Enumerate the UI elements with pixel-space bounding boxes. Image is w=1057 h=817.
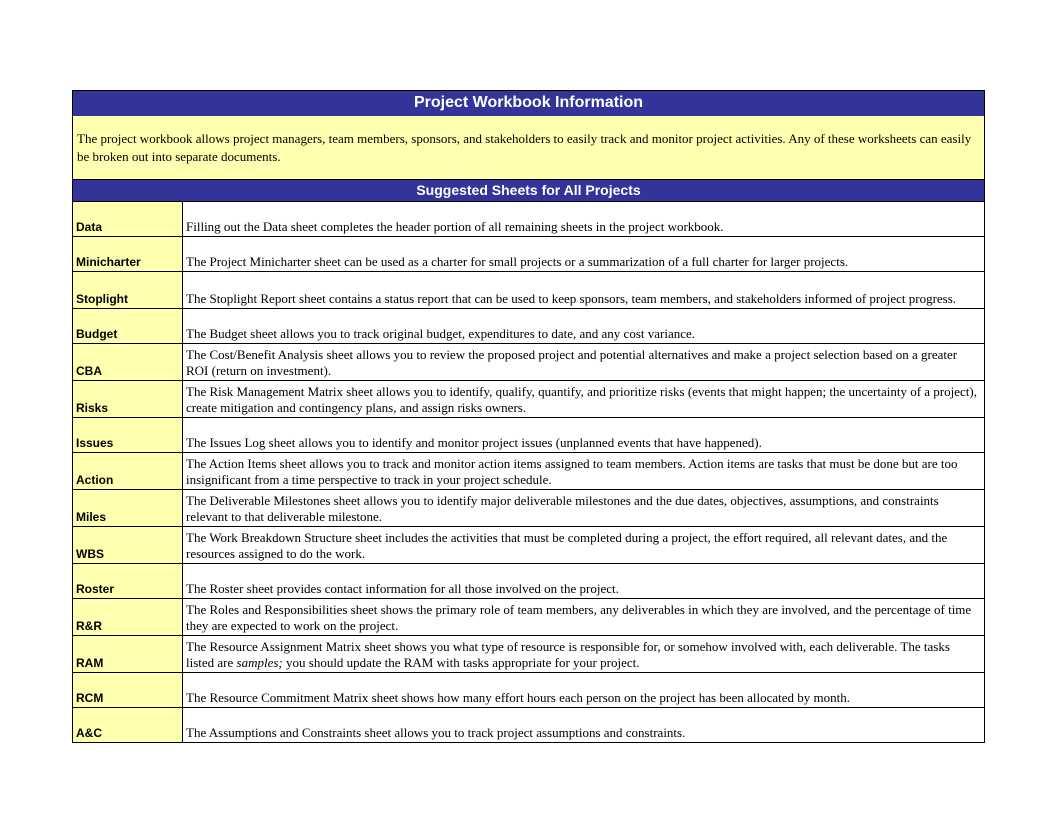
row-desc: The Resource Commitment Matrix sheet sho… — [183, 673, 985, 708]
row-desc-em: samples; — [237, 655, 283, 670]
row-label: Miles — [73, 490, 183, 527]
row-label: RCM — [73, 673, 183, 708]
table-row: Budget The Budget sheet allows you to tr… — [73, 309, 985, 344]
row-desc-post: you should update the RAM with tasks app… — [283, 655, 640, 670]
row-label: Data — [73, 202, 183, 237]
row-label: Stoplight — [73, 272, 183, 309]
page: Project Workbook Information The project… — [0, 0, 1057, 743]
row-desc: The Action Items sheet allows you to tra… — [183, 453, 985, 490]
title-banner: Project Workbook Information — [72, 90, 985, 116]
row-desc: The Issues Log sheet allows you to ident… — [183, 418, 985, 453]
table-row: Miles The Deliverable Milestones sheet a… — [73, 490, 985, 527]
row-desc: The Budget sheet allows you to track ori… — [183, 309, 985, 344]
row-desc: The Stoplight Report sheet contains a st… — [183, 272, 985, 309]
row-label: CBA — [73, 344, 183, 381]
subheader-banner: Suggested Sheets for All Projects — [73, 179, 984, 201]
row-desc: The Roles and Responsibilities sheet sho… — [183, 599, 985, 636]
row-desc: The Risk Management Matrix sheet allows … — [183, 381, 985, 418]
row-desc: The Deliverable Milestones sheet allows … — [183, 490, 985, 527]
table-row: CBA The Cost/Benefit Analysis sheet allo… — [73, 344, 985, 381]
table-row: Action The Action Items sheet allows you… — [73, 453, 985, 490]
table-row: Issues The Issues Log sheet allows you t… — [73, 418, 985, 453]
row-label: Minicharter — [73, 237, 183, 272]
table-row: RAM The Resource Assignment Matrix sheet… — [73, 636, 985, 673]
row-label: Action — [73, 453, 183, 490]
title-text: Project Workbook Information — [414, 94, 643, 111]
row-desc: The Work Breakdown Structure sheet inclu… — [183, 527, 985, 564]
intro-wrap: The project workbook allows project mana… — [72, 116, 985, 201]
row-label: Budget — [73, 309, 183, 344]
row-label: A&C — [73, 708, 183, 743]
table-row: Data Filling out the Data sheet complete… — [73, 202, 985, 237]
row-label: R&R — [73, 599, 183, 636]
row-label: Roster — [73, 564, 183, 599]
table-row: Roster The Roster sheet provides contact… — [73, 564, 985, 599]
table-row: Stoplight The Stoplight Report sheet con… — [73, 272, 985, 309]
table-row: Risks The Risk Management Matrix sheet a… — [73, 381, 985, 418]
row-desc: Filling out the Data sheet completes the… — [183, 202, 985, 237]
table-row: WBS The Work Breakdown Structure sheet i… — [73, 527, 985, 564]
subheader-text: Suggested Sheets for All Projects — [416, 182, 640, 198]
table-row: Minicharter The Project Minicharter shee… — [73, 237, 985, 272]
row-desc: The Cost/Benefit Analysis sheet allows y… — [183, 344, 985, 381]
row-desc: The Assumptions and Constraints sheet al… — [183, 708, 985, 743]
row-desc: The Resource Assignment Matrix sheet sho… — [183, 636, 985, 673]
table-row: A&C The Assumptions and Constraints shee… — [73, 708, 985, 743]
row-label: Issues — [73, 418, 183, 453]
row-desc: The Project Minicharter sheet can be use… — [183, 237, 985, 272]
table-row: R&R The Roles and Responsibilities sheet… — [73, 599, 985, 636]
table-row: RCM The Resource Commitment Matrix sheet… — [73, 673, 985, 708]
row-label: Risks — [73, 381, 183, 418]
row-desc: The Roster sheet provides contact inform… — [183, 564, 985, 599]
row-label: WBS — [73, 527, 183, 564]
row-label: RAM — [73, 636, 183, 673]
sheets-table: Data Filling out the Data sheet complete… — [72, 201, 985, 743]
intro-text: The project workbook allows project mana… — [73, 116, 984, 179]
